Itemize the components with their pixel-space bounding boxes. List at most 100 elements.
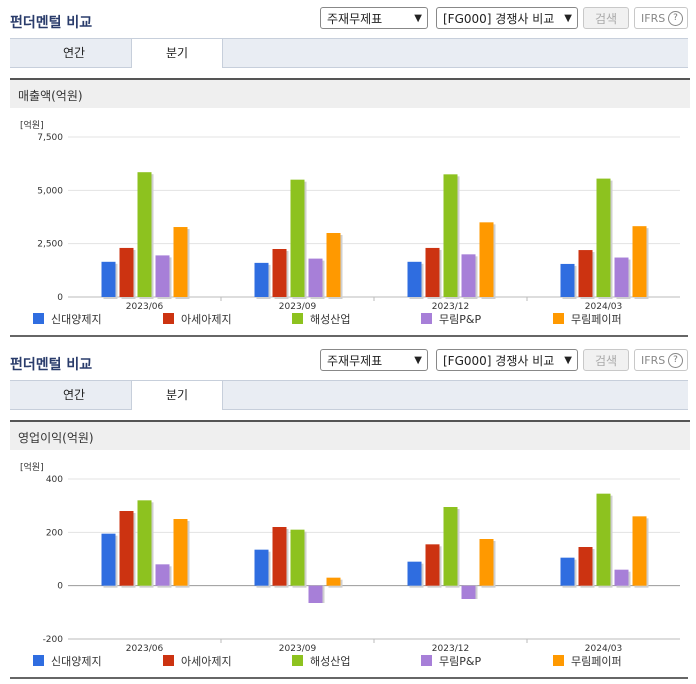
tab-quarterly[interactable]: 분기 bbox=[131, 380, 223, 410]
bar-신대양제지-2023-06[interactable] bbox=[101, 533, 116, 586]
bar-무림페이퍼-2023-12[interactable] bbox=[479, 222, 494, 297]
period-tabs: 연간 분기 bbox=[10, 38, 688, 68]
bar-무림페이퍼-2024-03[interactable] bbox=[632, 226, 647, 297]
bar-아세아제지-2023-09[interactable] bbox=[272, 527, 287, 586]
x-tick-label: 2024/03 bbox=[585, 644, 622, 652]
section-header: 매출액(억원) bbox=[10, 78, 690, 108]
bar-무림p-p-2023-06[interactable] bbox=[155, 564, 170, 586]
legend-label: 신대양제지 bbox=[51, 313, 102, 326]
bar-신대양제지-2024-03[interactable] bbox=[560, 263, 575, 297]
bar-무림페이퍼-2023-09[interactable] bbox=[326, 577, 341, 586]
bar-무림p-p-2023-09[interactable] bbox=[308, 258, 323, 297]
bar-해성산업-2023-09[interactable] bbox=[290, 179, 305, 297]
legend-item-아세아제지[interactable]: 아세아제지 bbox=[163, 313, 232, 327]
legend-item-신대양제지[interactable]: 신대양제지 bbox=[33, 655, 102, 669]
peer-group-select[interactable]: [FG000] 경쟁사 비교 ▼ bbox=[436, 349, 578, 371]
bar-아세아제지-2023-12[interactable] bbox=[425, 247, 440, 297]
x-tick-label: 2024/03 bbox=[585, 302, 622, 310]
section-header: 영업이익(억원) bbox=[10, 420, 690, 450]
fundamental-widget-operating-profit: 펀더멘털 비교 주재무제표 ▼ [FG000] 경쟁사 비교 ▼ 검색 IFRS… bbox=[0, 342, 696, 684]
bar-해성산업-2024-03[interactable] bbox=[596, 493, 611, 586]
statement-select[interactable]: 주재무제표 ▼ bbox=[320, 349, 428, 371]
bar-해성산업-2023-09[interactable] bbox=[290, 529, 305, 586]
tab-annual[interactable]: 연간 bbox=[62, 388, 86, 402]
bar-아세아제지-2024-03[interactable] bbox=[578, 250, 593, 297]
widget-title: 펀더멘털 비교 bbox=[10, 357, 93, 373]
bar-신대양제지-2023-12[interactable] bbox=[407, 561, 422, 586]
legend-label: 해성산업 bbox=[310, 655, 351, 668]
bar-신대양제지-2023-09[interactable] bbox=[254, 549, 269, 586]
ifrs-button[interactable]: IFRS ? bbox=[634, 7, 688, 29]
legend-swatch bbox=[553, 655, 564, 666]
bar-해성산업-2024-03[interactable] bbox=[596, 178, 611, 297]
bar-아세아제지-2023-09[interactable] bbox=[272, 249, 287, 297]
y-unit-label: [억원] bbox=[20, 121, 44, 131]
bar-무림p-p-2024-03[interactable] bbox=[614, 257, 629, 297]
tab-quarterly[interactable]: 분기 bbox=[131, 38, 223, 68]
bar-아세아제지-2023-12[interactable] bbox=[425, 544, 440, 586]
bar-무림페이퍼-2023-12[interactable] bbox=[479, 539, 494, 586]
help-icon[interactable]: ? bbox=[668, 11, 683, 26]
search-button[interactable]: 검색 bbox=[583, 349, 629, 371]
bar-해성산업-2023-06[interactable] bbox=[137, 172, 152, 297]
x-tick-label: 2023/06 bbox=[126, 644, 164, 652]
chart-legend: 신대양제지 아세아제지 해성산업 무림P&P 무림페이퍼 bbox=[0, 313, 696, 329]
bar-신대양제지-2023-09[interactable] bbox=[254, 262, 269, 297]
widget-title: 펀더멘털 비교 bbox=[10, 15, 93, 31]
bar-신대양제지-2024-03[interactable] bbox=[560, 557, 575, 586]
legend-item-해성산업[interactable]: 해성산업 bbox=[292, 655, 350, 669]
legend-item-무림페이퍼[interactable]: 무림페이퍼 bbox=[553, 313, 622, 327]
bar-무림페이퍼-2024-03[interactable] bbox=[632, 516, 647, 586]
bar-무림페이퍼-2023-09[interactable] bbox=[326, 233, 341, 297]
legend-swatch bbox=[553, 313, 564, 324]
legend-label: 무림페이퍼 bbox=[571, 655, 622, 668]
bar-무림페이퍼-2023-06[interactable] bbox=[173, 519, 188, 586]
bar-신대양제지-2023-06[interactable] bbox=[101, 261, 116, 297]
ifrs-label: IFRS bbox=[641, 12, 666, 25]
chevron-down-icon: ▼ bbox=[414, 355, 422, 366]
bar-아세아제지-2023-06[interactable] bbox=[119, 511, 134, 586]
legend-label: 신대양제지 bbox=[51, 655, 102, 668]
tab-annual[interactable]: 연간 bbox=[62, 46, 86, 60]
ifrs-button[interactable]: IFRS ? bbox=[634, 349, 688, 371]
statement-select[interactable]: 주재무제표 ▼ bbox=[320, 7, 428, 29]
legend-item-무림페이퍼[interactable]: 무림페이퍼 bbox=[553, 655, 622, 669]
y-tick-label: 200 bbox=[46, 528, 63, 538]
bar-무림p-p-2023-12[interactable] bbox=[461, 254, 476, 297]
fundamental-widget-revenue: 펀더멘털 비교 주재무제표 ▼ [FG000] 경쟁사 비교 ▼ 검색 IFRS… bbox=[0, 7, 696, 337]
chart-legend: 신대양제지 아세아제지 해성산업 무림P&P 무림페이퍼 bbox=[0, 655, 696, 671]
legend-item-신대양제지[interactable]: 신대양제지 bbox=[33, 313, 102, 327]
ifrs-label: IFRS bbox=[641, 354, 666, 367]
bar-신대양제지-2023-12[interactable] bbox=[407, 261, 422, 297]
legend-label: 무림페이퍼 bbox=[571, 313, 622, 326]
bar-해성산업-2023-12[interactable] bbox=[443, 174, 458, 297]
bar-무림p-p-2023-06[interactable] bbox=[155, 255, 170, 297]
bar-무림p-p-2023-09[interactable] bbox=[308, 585, 323, 603]
legend-item-해성산업[interactable]: 해성산업 bbox=[292, 313, 350, 327]
bar-아세아제지-2023-06[interactable] bbox=[119, 247, 134, 297]
revenue-bar-chart: 0 2,500 5,000 7,500 2023/06 2023/09 2023/12 202… bbox=[37, 133, 680, 310]
legend-item-무림p-p[interactable]: 무림P&P bbox=[421, 655, 481, 669]
search-button[interactable]: 검색 bbox=[583, 7, 629, 29]
bar-무림p-p-2023-12[interactable] bbox=[461, 585, 476, 599]
bar-해성산업-2023-06[interactable] bbox=[137, 500, 152, 586]
peer-group-select[interactable]: [FG000] 경쟁사 비교 ▼ bbox=[436, 7, 578, 29]
legend-swatch bbox=[163, 313, 174, 324]
legend-swatch bbox=[163, 655, 174, 666]
legend-item-아세아제지[interactable]: 아세아제지 bbox=[163, 655, 232, 669]
bar-무림p-p-2024-03[interactable] bbox=[614, 569, 629, 586]
help-icon[interactable]: ? bbox=[668, 353, 683, 368]
x-tick-label: 2023/06 bbox=[126, 302, 164, 310]
bar-아세아제지-2024-03[interactable] bbox=[578, 547, 593, 586]
legend-item-무림p-p[interactable]: 무림P&P bbox=[421, 313, 481, 327]
statement-select-value: 주재무제표 bbox=[327, 12, 383, 26]
bar-해성산업-2023-12[interactable] bbox=[443, 507, 458, 586]
y-tick-label: 2,500 bbox=[37, 240, 63, 250]
section-label: 매출액(억원) bbox=[18, 89, 83, 103]
widget-header: 펀더멘털 비교 주재무제표 ▼ [FG000] 경쟁사 비교 ▼ 검색 IFRS… bbox=[0, 342, 696, 380]
bar-무림페이퍼-2023-06[interactable] bbox=[173, 227, 188, 297]
legend-label: 아세아제지 bbox=[181, 655, 232, 668]
chevron-down-icon: ▼ bbox=[414, 13, 422, 24]
legend-swatch bbox=[292, 655, 303, 666]
chevron-down-icon: ▼ bbox=[564, 13, 572, 24]
